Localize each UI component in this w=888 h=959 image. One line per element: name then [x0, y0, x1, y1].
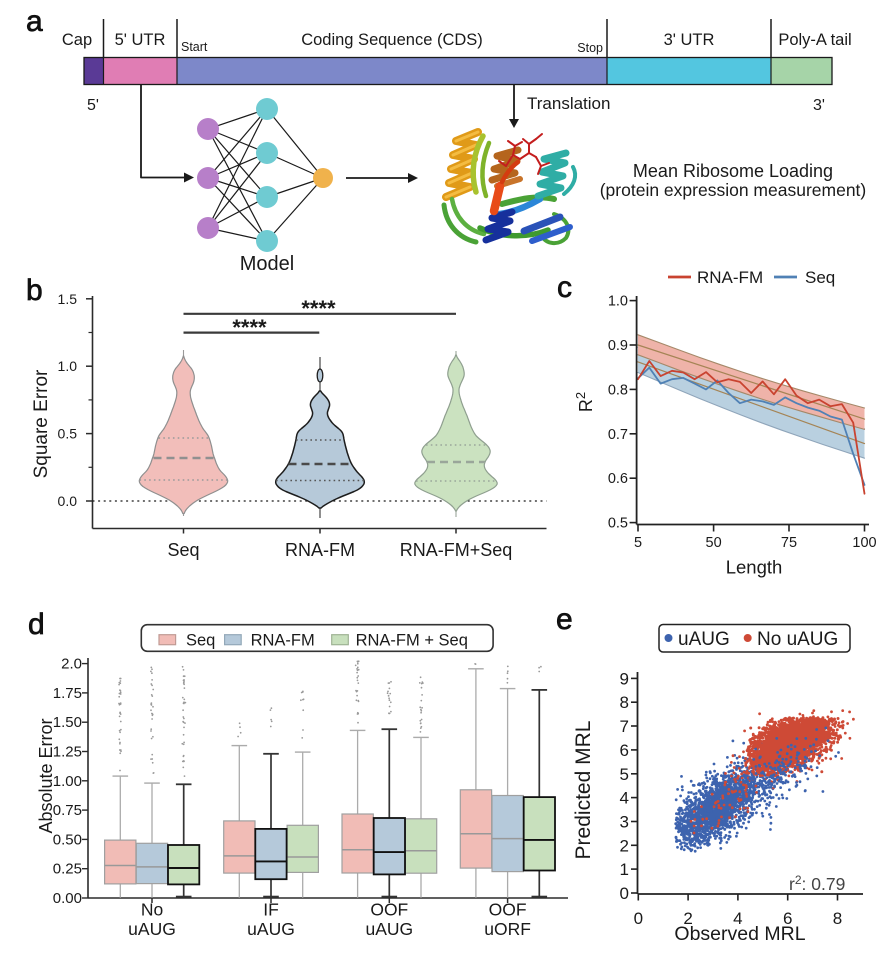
svg-text:1.25: 1.25	[53, 744, 82, 761]
svg-text:****: ****	[301, 296, 336, 321]
svg-text:1.75: 1.75	[53, 685, 82, 702]
svg-text:Model: Model	[240, 253, 294, 275]
svg-text:IF: IF	[263, 900, 279, 920]
svg-text:uAUG: uAUG	[365, 919, 413, 939]
svg-text:0.50: 0.50	[53, 831, 82, 848]
svg-text:0: 0	[634, 909, 643, 928]
svg-text:0.7: 0.7	[608, 427, 628, 443]
svg-text:RNA-FM: RNA-FM	[285, 540, 355, 560]
svg-text:(protein expression measuremen: (protein expression measurement)	[600, 180, 867, 200]
svg-text:0.0: 0.0	[58, 493, 78, 509]
svg-text:8: 8	[833, 909, 842, 928]
svg-text:3' UTR: 3' UTR	[664, 31, 715, 49]
svg-text:Cap: Cap	[62, 31, 92, 49]
svg-text:Mean Ribosome Loading: Mean Ribosome Loading	[633, 161, 833, 181]
svg-text:0.8: 0.8	[608, 382, 628, 398]
svg-text:Start: Start	[181, 40, 208, 54]
svg-text:0: 0	[620, 884, 629, 903]
svg-text:1: 1	[620, 860, 629, 879]
svg-text:OOF: OOF	[370, 900, 408, 920]
svg-text:0.00: 0.00	[53, 890, 82, 907]
svg-text:5': 5'	[87, 97, 99, 114]
svg-text:0.6: 0.6	[608, 471, 628, 487]
svg-text:Predicted MRL: Predicted MRL	[572, 721, 595, 860]
svg-text:9: 9	[620, 669, 629, 688]
svg-text:****: ****	[232, 315, 267, 340]
svg-text:uAUG: uAUG	[128, 919, 176, 939]
svg-text:RNA-FM: RNA-FM	[697, 268, 763, 287]
svg-text:Translation: Translation	[527, 94, 610, 113]
svg-text:uAUG: uAUG	[247, 919, 295, 939]
svg-text:Square Error: Square Error	[31, 369, 52, 478]
svg-text:Observed MRL: Observed MRL	[674, 923, 805, 945]
svg-text:2: 2	[683, 909, 692, 928]
svg-text:7: 7	[620, 717, 629, 736]
svg-text:Absolute Error: Absolute Error	[36, 718, 56, 833]
svg-text:Length: Length	[726, 557, 783, 578]
svg-text:Seq: Seq	[186, 632, 215, 650]
svg-text:8: 8	[620, 693, 629, 712]
svg-text:uORF: uORF	[484, 919, 531, 939]
svg-text:6: 6	[783, 909, 792, 928]
svg-text:0.5: 0.5	[58, 426, 78, 442]
svg-text:5: 5	[634, 535, 642, 551]
svg-text:a: a	[26, 5, 43, 38]
svg-text:5: 5	[620, 765, 629, 784]
svg-text:d: d	[28, 608, 45, 641]
svg-text:c: c	[557, 271, 572, 304]
svg-text:RNA-FM+Seq: RNA-FM+Seq	[400, 540, 513, 560]
svg-text:uAUG: uAUG	[678, 629, 730, 650]
svg-text:0.25: 0.25	[53, 861, 82, 878]
svg-text:3: 3	[620, 812, 629, 831]
svg-text:No: No	[141, 900, 163, 920]
svg-text:100: 100	[852, 535, 876, 551]
svg-text:1.00: 1.00	[53, 773, 82, 790]
svg-text:1.0: 1.0	[608, 294, 628, 310]
svg-text:r2: 0.79: r2: 0.79	[789, 873, 845, 894]
svg-text:4: 4	[620, 789, 629, 808]
svg-text:2.0: 2.0	[61, 656, 82, 673]
svg-text:b: b	[26, 274, 43, 307]
svg-text:1.5: 1.5	[58, 291, 78, 307]
svg-text:e: e	[556, 603, 573, 636]
svg-text:Stop: Stop	[577, 41, 603, 55]
svg-text:4: 4	[733, 909, 742, 928]
svg-text:2: 2	[620, 836, 629, 855]
svg-text:0.9: 0.9	[608, 338, 628, 354]
svg-text:1.50: 1.50	[53, 714, 82, 731]
svg-text:Poly-A tail: Poly-A tail	[778, 31, 851, 49]
svg-text:No uAUG: No uAUG	[757, 629, 838, 650]
svg-text:1.0: 1.0	[58, 358, 78, 374]
svg-text:50: 50	[706, 535, 722, 551]
svg-text:75: 75	[781, 535, 797, 551]
svg-text:6: 6	[620, 741, 629, 760]
svg-text:OOF: OOF	[489, 900, 527, 920]
svg-text:0.5: 0.5	[608, 516, 628, 532]
svg-text:Coding Sequence (CDS): Coding Sequence (CDS)	[301, 31, 483, 49]
svg-text:5' UTR: 5' UTR	[115, 31, 166, 49]
svg-text:RNA-FM: RNA-FM	[251, 632, 315, 650]
svg-text:0.75: 0.75	[53, 802, 82, 819]
svg-text:3': 3'	[813, 97, 825, 114]
svg-text:Seq: Seq	[805, 268, 835, 287]
svg-text:RNA-FM + Seq: RNA-FM + Seq	[356, 632, 468, 650]
svg-text:Seq: Seq	[167, 540, 199, 560]
